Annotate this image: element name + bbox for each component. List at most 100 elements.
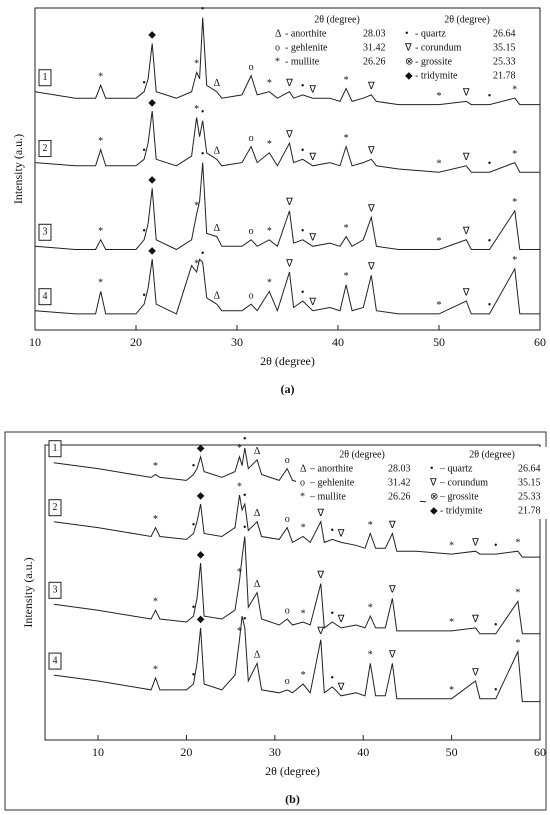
peak-marker: •	[142, 226, 146, 237]
peak-marker: *	[153, 596, 158, 607]
peak-marker: •	[192, 461, 196, 472]
peak-marker: o	[249, 291, 254, 302]
peak-marker: •	[488, 300, 492, 311]
peak-marker: o	[249, 226, 254, 237]
legend-symbol: ◆	[405, 70, 413, 81]
peak-marker: *	[98, 136, 103, 147]
peak-marker: •	[488, 159, 492, 170]
peak-marker: *	[344, 271, 349, 282]
legend-value: 25.33	[493, 56, 516, 67]
legend-symbol: *	[275, 56, 280, 67]
peak-marker: *	[515, 638, 520, 649]
legend-label: - grossite	[415, 56, 453, 67]
peak-marker: •	[142, 291, 146, 302]
legend-symbol: ⊗	[430, 491, 438, 502]
legend-symbol: Δ	[275, 28, 282, 39]
legend-label: - quartz	[415, 28, 446, 39]
peak-marker: *	[267, 278, 272, 289]
x-tick-label: 50	[433, 335, 445, 349]
legend-label: – quartz	[439, 463, 473, 474]
legend-symbol: •	[430, 463, 434, 474]
peak-marker: ∇	[285, 130, 293, 141]
x-tick-label: 40	[357, 745, 369, 759]
curve-label: 4	[53, 655, 58, 666]
peak-marker: ∇	[285, 258, 293, 269]
peak-marker: ◆	[148, 30, 156, 41]
peak-marker: *	[344, 75, 349, 86]
peak-marker: ∇	[388, 520, 396, 531]
peak-marker: *	[437, 236, 442, 247]
peak-marker: *	[301, 608, 306, 619]
pattern-line	[53, 615, 540, 703]
peak-marker: ∇	[367, 146, 375, 157]
curve-label: 2	[43, 143, 48, 154]
peak-marker: ∇	[462, 88, 470, 99]
legend-value: 25.33	[518, 491, 541, 502]
peak-marker: •	[201, 107, 205, 118]
curve-label-box	[48, 581, 62, 599]
peak-marker: ∇	[337, 529, 345, 540]
peak-marker: •	[331, 673, 335, 684]
peak-marker: •	[201, 4, 205, 15]
peak-marker: ◆	[197, 614, 205, 625]
peak-marker: ∇	[285, 197, 293, 208]
x-tick-label: 50	[446, 745, 458, 759]
peak-marker: •	[488, 236, 492, 247]
y-axis-label: Intensity (a.u.)	[11, 134, 25, 204]
peak-marker: •	[201, 249, 205, 260]
legend-label: - mullite	[285, 56, 320, 67]
curve-label-box	[38, 140, 52, 158]
peak-marker: ∇	[471, 537, 479, 548]
x-tick-label: 60	[534, 745, 546, 759]
peak-marker: *	[153, 461, 158, 472]
legend-bg	[271, 12, 395, 70]
peak-marker: •	[488, 91, 492, 102]
curve-label: 1	[53, 443, 58, 454]
legend-value: 28.03	[363, 28, 386, 39]
legend-value: 26.26	[388, 491, 411, 502]
plot-frame	[34, 7, 541, 331]
peak-marker: ◆	[148, 97, 156, 108]
peak-marker: ◆	[197, 490, 205, 501]
peak-marker: •	[243, 523, 247, 534]
peak-marker: •	[201, 149, 205, 160]
peak-marker: Δ	[254, 508, 261, 519]
caption: (b)	[285, 792, 300, 806]
peak-marker: •	[494, 620, 498, 631]
peak-marker: *	[237, 443, 242, 454]
peak-marker: ∇	[316, 508, 324, 519]
legend-symbol: ⊗	[405, 56, 413, 67]
curve-label-box	[38, 288, 52, 306]
peak-marker: Δ	[214, 78, 221, 89]
legend-label: - gehlenite	[285, 42, 328, 53]
peak-marker: ∇	[285, 78, 293, 89]
legend-label: - tridymite	[440, 505, 483, 516]
legend-label: – mullite	[309, 491, 346, 502]
x-tick-label: 20	[130, 335, 142, 349]
peak-marker: *	[368, 650, 373, 661]
peak-marker: Δ	[214, 223, 221, 234]
peak-marker: ∇	[308, 233, 316, 244]
peak-marker: *	[449, 617, 454, 628]
peak-marker: *	[98, 226, 103, 237]
legend-label: – corundum	[439, 477, 488, 488]
peak-marker: ∇	[462, 152, 470, 163]
peak-marker: *	[515, 537, 520, 548]
peak-marker: *	[344, 133, 349, 144]
legend-symbol: ◆	[430, 505, 438, 516]
peak-marker: o	[249, 62, 254, 73]
pattern-line	[34, 258, 540, 315]
panel-frame	[4, 431, 547, 811]
legend-symbol: *	[300, 491, 305, 502]
peak-marker: *	[194, 258, 199, 269]
legend-value: 35.15	[493, 42, 516, 53]
legend-label: - anorthite	[285, 28, 327, 39]
peak-marker: •	[142, 78, 146, 89]
peak-marker: *	[194, 59, 199, 70]
peak-marker: *	[512, 197, 517, 208]
x-tick-label: 10	[29, 335, 41, 349]
peak-marker: *	[512, 149, 517, 160]
peak-marker: ∇	[308, 297, 316, 308]
peak-marker: *	[237, 567, 242, 578]
peak-marker: *	[194, 104, 199, 115]
